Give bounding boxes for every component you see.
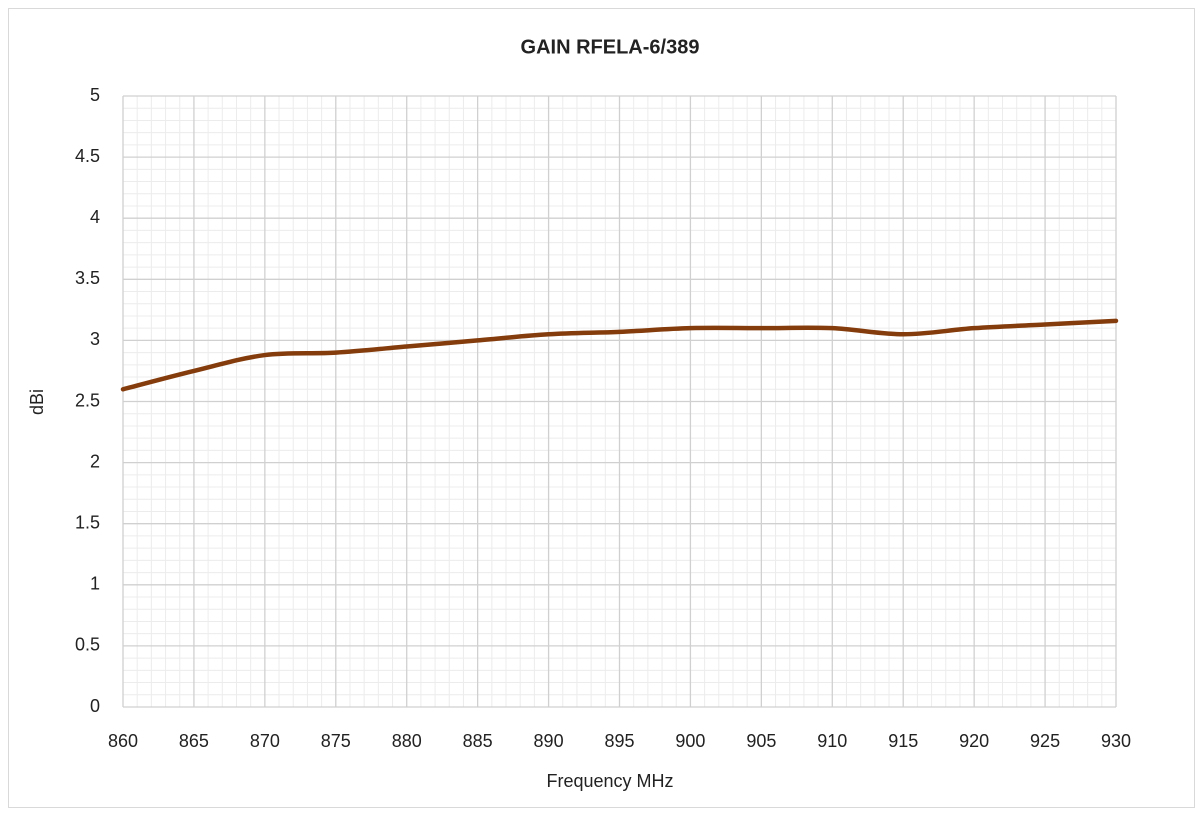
y-tick-label: 3.5 [75, 268, 100, 288]
x-tick-label: 915 [888, 731, 918, 751]
x-tick-label: 865 [179, 731, 209, 751]
data-line [120, 318, 1119, 392]
chart-title: GAIN RFELA-6/389 [521, 36, 700, 58]
x-axis-title: Frequency MHz [546, 771, 673, 791]
y-tick-label: 1.5 [75, 512, 100, 532]
x-tick-label: 860 [108, 731, 138, 751]
y-tick-label: 5 [90, 85, 100, 105]
x-tick-label: 920 [959, 731, 989, 751]
y-tick-label: 2 [90, 451, 100, 471]
x-tick-label: 880 [392, 731, 422, 751]
y-tick-label: 0.5 [75, 635, 100, 655]
y-tick-label: 0 [90, 696, 100, 716]
x-tick-label: 875 [321, 731, 351, 751]
y-tick-label: 1 [90, 574, 100, 594]
x-tick-label: 900 [675, 731, 705, 751]
x-tick-label: 930 [1101, 731, 1131, 751]
y-tick-label: 4.5 [75, 146, 100, 166]
x-tick-label: 905 [746, 731, 776, 751]
x-tick-label: 895 [604, 731, 634, 751]
x-tick-label: 910 [817, 731, 847, 751]
y-tick-label: 2.5 [75, 390, 100, 410]
y-tick-label: 4 [90, 207, 100, 227]
x-tick-label: 925 [1030, 731, 1060, 751]
x-tick-label: 870 [250, 731, 280, 751]
x-tick-label: 890 [534, 731, 564, 751]
y-tick-label: 3 [90, 329, 100, 349]
chart-frame [8, 8, 1195, 808]
x-tick-label: 885 [463, 731, 493, 751]
y-axis-title: dBi [27, 389, 47, 415]
